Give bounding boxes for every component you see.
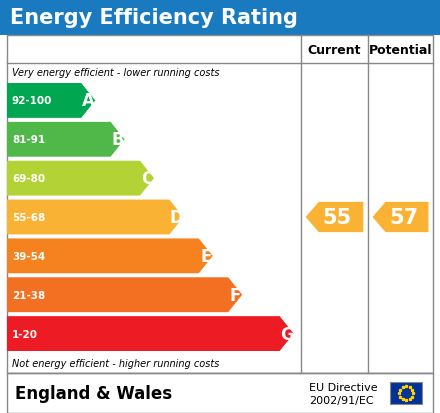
Text: G: G [280,325,293,343]
Text: 55: 55 [323,207,352,228]
Text: EU Directive: EU Directive [309,382,378,392]
Text: Potential: Potential [369,43,432,56]
Text: 21-38: 21-38 [12,290,45,300]
Text: B: B [111,131,124,149]
Text: 1-20: 1-20 [12,329,38,339]
Text: Not energy efficient - higher running costs: Not energy efficient - higher running co… [12,358,220,368]
Text: Energy Efficiency Rating: Energy Efficiency Rating [10,8,298,28]
Bar [390,382,422,404]
Polygon shape [7,161,154,196]
Text: 2002/91/EC: 2002/91/EC [309,395,374,405]
Text: 92-100: 92-100 [12,96,52,106]
Bar [0,0,440,36]
Polygon shape [373,202,429,233]
Polygon shape [306,202,363,233]
Text: F: F [230,286,241,304]
Text: 57: 57 [389,207,418,228]
Text: Current: Current [308,43,361,56]
Text: England & Wales: England & Wales [15,384,172,402]
Polygon shape [7,84,95,119]
Bar [0,373,440,413]
Text: 81-91: 81-91 [12,135,45,145]
Bar [7,36,433,373]
Polygon shape [7,200,183,235]
Text: 55-68: 55-68 [12,212,45,223]
Text: Very energy efficient - lower running costs: Very energy efficient - lower running co… [12,68,220,78]
Polygon shape [7,123,125,157]
Polygon shape [7,316,293,351]
Text: 69-80: 69-80 [12,174,45,184]
Polygon shape [7,239,213,274]
Text: C: C [141,170,153,188]
Text: D: D [169,209,183,226]
Bar [7,373,433,413]
Text: 39-54: 39-54 [12,251,45,261]
Text: E: E [200,247,212,265]
Polygon shape [7,278,242,312]
Text: A: A [82,92,95,110]
